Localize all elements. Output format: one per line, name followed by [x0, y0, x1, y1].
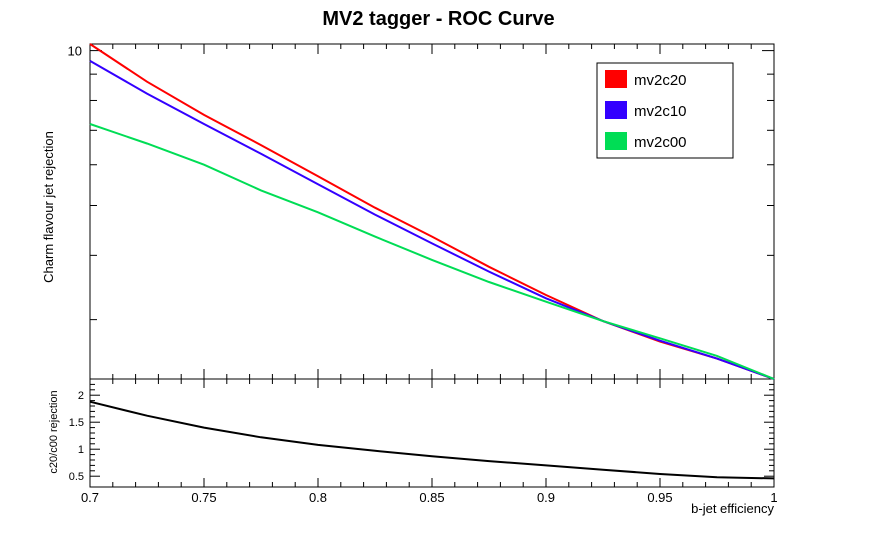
chart-title: MV2 tagger - ROC Curve	[322, 8, 555, 30]
ratio-y-axis-label: c20/c00 rejection	[48, 390, 60, 473]
x-tick-label: 0.7	[81, 490, 99, 505]
x-tick-label: 0.9	[537, 490, 555, 505]
x-axis-label: b-jet efficiency	[691, 501, 774, 516]
series-line-mv2c00	[89, 123, 775, 380]
ratio-y-tick-label: 1.5	[69, 417, 84, 429]
x-tick-label: 0.75	[191, 490, 216, 505]
legend: mv2c20 mv2c10 mv2c00	[596, 62, 734, 159]
top-y-tick-label: 10	[68, 44, 82, 59]
ratio-y-tick-label: 2	[78, 390, 84, 402]
x-tick-label: 0.85	[419, 490, 444, 505]
legend-label-mv2c00: mv2c00	[634, 134, 687, 151]
legend-swatch-mv2c20	[605, 70, 627, 88]
ratio-series-line	[89, 400, 775, 480]
legend-label-mv2c20: mv2c20	[634, 72, 687, 89]
series-line-mv2c10	[89, 60, 775, 380]
top-y-axis-label: Charm flavour jet rejection	[41, 131, 56, 283]
legend-swatch-mv2c10	[605, 101, 627, 119]
legend-swatch-mv2c00	[605, 132, 627, 150]
x-tick-label: 0.95	[647, 490, 672, 505]
x-tick-label: 1	[770, 490, 777, 505]
ratio-y-tick-label: 1	[78, 444, 84, 456]
ratio-y-tick-label: 0.5	[69, 471, 84, 483]
x-tick-label: 0.8	[309, 490, 327, 505]
ratio-plot-frame	[89, 378, 775, 488]
legend-label-mv2c10: mv2c10	[634, 103, 687, 120]
